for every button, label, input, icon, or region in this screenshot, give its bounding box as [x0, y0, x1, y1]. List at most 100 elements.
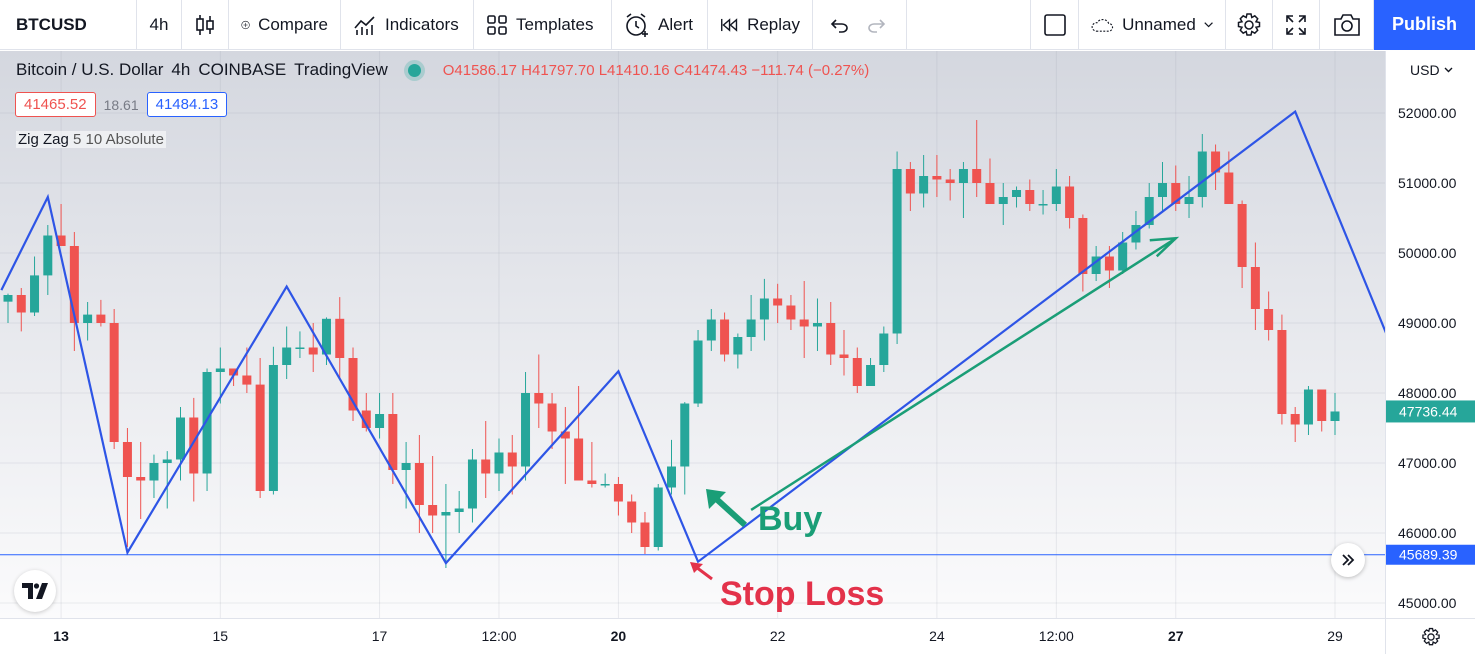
- zigzag-polyline: [0, 109, 1385, 565]
- candle-body: [1211, 151, 1221, 173]
- price-tick-label: 49000.00: [1398, 315, 1457, 331]
- candle: [852, 347, 862, 393]
- chart-pane[interactable]: [0, 51, 1385, 618]
- candle: [998, 183, 1008, 225]
- candle: [295, 331, 305, 358]
- price-tick-label: 50000.00: [1398, 245, 1457, 261]
- candle-body: [3, 295, 13, 302]
- candle-body: [852, 358, 862, 386]
- stop-loss-annotation[interactable]: Stop Loss: [720, 575, 885, 613]
- candle: [547, 393, 557, 449]
- undo-icon[interactable]: [829, 17, 849, 33]
- chart-type-button[interactable]: [182, 0, 229, 50]
- candle-body: [1038, 204, 1048, 206]
- candle-body: [759, 298, 769, 320]
- indicator-params: 5 10 Absolute: [73, 131, 164, 148]
- sell-button[interactable]: 41465.52: [15, 92, 96, 117]
- candle-body: [919, 176, 929, 194]
- indicators-button[interactable]: Indicators: [341, 0, 474, 50]
- templates-icon: [487, 14, 507, 35]
- candle: [600, 473, 610, 488]
- compare-button[interactable]: Compare: [229, 0, 341, 50]
- alert-button[interactable]: Alert: [612, 0, 708, 50]
- candle-body: [720, 319, 730, 355]
- indicator-legend[interactable]: Zig Zag 5 10 Absolute: [16, 131, 166, 148]
- candle: [786, 295, 796, 330]
- candle: [136, 442, 146, 519]
- candle: [653, 484, 663, 551]
- candle-body: [1237, 204, 1247, 267]
- publish-button[interactable]: Publish: [1374, 0, 1475, 50]
- templates-button[interactable]: Templates: [474, 0, 612, 50]
- time-scale[interactable]: 13 15 17 12:00 20 22 24 12:00 27 29: [0, 618, 1385, 654]
- chart-settings-corner[interactable]: [1385, 618, 1475, 654]
- stop-loss-arrowhead[interactable]: [690, 562, 703, 573]
- layout-menu-button[interactable]: Unnamed: [1079, 0, 1226, 50]
- candle: [375, 393, 385, 439]
- candle-body: [826, 323, 836, 355]
- scroll-to-realtime-button[interactable]: [1331, 543, 1365, 577]
- candle-body: [441, 512, 451, 516]
- candle: [1330, 393, 1340, 435]
- candle: [1012, 186, 1022, 208]
- candle-body: [388, 414, 398, 470]
- replay-button[interactable]: Replay: [708, 0, 813, 50]
- chart-background: [0, 51, 1385, 618]
- target-arrow-line[interactable]: [750, 237, 1177, 511]
- stop-loss-arrow-line[interactable]: [695, 565, 713, 581]
- redo-icon[interactable]: [867, 17, 887, 33]
- candle: [640, 512, 650, 554]
- alert-label: Alert: [658, 14, 693, 34]
- tradingview-logo[interactable]: [14, 570, 56, 612]
- candle-body: [255, 384, 265, 491]
- snapshot-button[interactable]: [1320, 0, 1374, 50]
- candle: [1264, 291, 1274, 341]
- candle-body: [242, 375, 252, 385]
- candle: [932, 155, 942, 197]
- candle-body: [83, 314, 93, 323]
- candle: [441, 484, 451, 568]
- candle: [773, 283, 783, 323]
- time-tick-label: 24: [929, 628, 945, 644]
- candle-body: [1131, 225, 1141, 243]
- candle-body: [574, 438, 584, 481]
- gear-icon: [1421, 627, 1440, 645]
- candle: [428, 456, 438, 533]
- buy-button[interactable]: 41484.13: [146, 92, 228, 117]
- interval-button[interactable]: 4h: [137, 0, 182, 50]
- candle-body: [627, 501, 637, 523]
- currency-selector[interactable]: USD: [1410, 62, 1453, 78]
- candle: [3, 293, 13, 323]
- ohlc-values: O41586.17 H41797.70 L41410.16 C41474.43 …: [443, 62, 870, 79]
- buy-arrowhead[interactable]: [706, 489, 726, 509]
- candle: [693, 330, 703, 407]
- candle: [613, 477, 623, 516]
- candle-body: [1224, 172, 1234, 204]
- buy-annotation[interactable]: Buy: [758, 500, 823, 538]
- candle: [162, 451, 172, 509]
- fullscreen-button[interactable]: [1273, 0, 1320, 50]
- tradingview-logo-icon: [22, 583, 48, 599]
- candle-body: [680, 403, 690, 467]
- symbol-search-button[interactable]: BTCUSD: [0, 0, 137, 50]
- alarm-icon: [626, 12, 648, 37]
- select-layout-button[interactable]: [1031, 0, 1079, 50]
- candle: [56, 204, 66, 246]
- price-chart[interactable]: [0, 51, 1385, 618]
- templates-label: Templates: [516, 14, 594, 34]
- candle-body: [268, 365, 278, 491]
- candle-body: [149, 463, 159, 481]
- candle-body: [361, 410, 371, 428]
- currency-label: USD: [1410, 62, 1440, 78]
- candle-body: [348, 358, 358, 411]
- drawings[interactable]: [690, 236, 1180, 581]
- publish-label: Publish: [1391, 14, 1457, 34]
- settings-button[interactable]: [1226, 0, 1273, 50]
- market-status-icon[interactable]: [407, 63, 421, 77]
- candle: [348, 347, 358, 421]
- price-scale[interactable]: 52000.00 51000.00 50000.00 49000.00 48000.00…: [1385, 51, 1475, 618]
- candle: [1237, 200, 1247, 288]
- target-arrowhead[interactable]: [1149, 236, 1180, 258]
- price-tick-label: 47000.00: [1398, 455, 1457, 471]
- candle-body: [932, 176, 942, 180]
